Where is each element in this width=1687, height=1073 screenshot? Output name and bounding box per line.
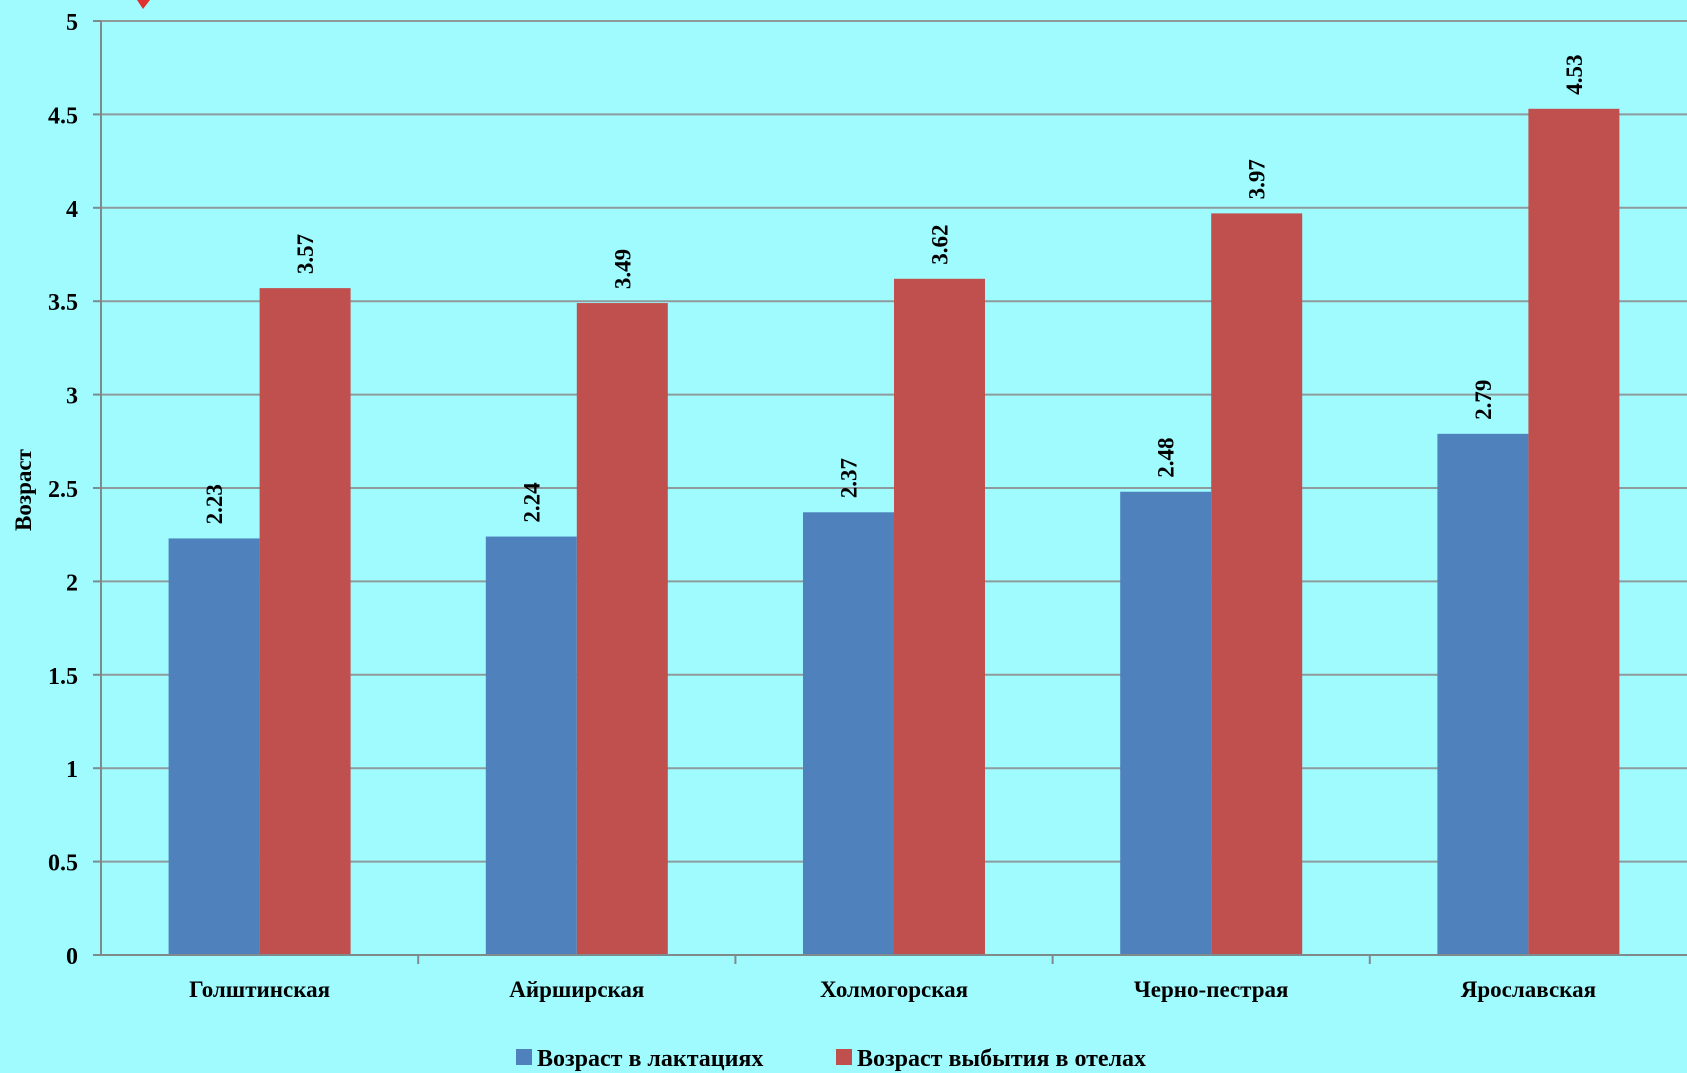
spacer xyxy=(93,0,101,955)
category-label: Голштинская xyxy=(189,977,330,1002)
data-label: 2.79 xyxy=(1471,380,1496,420)
bar xyxy=(1528,109,1619,955)
spacer xyxy=(93,0,101,955)
y-tick-label: 2 xyxy=(66,570,78,596)
data-label: 4.53 xyxy=(1562,55,1587,95)
bars xyxy=(169,109,1620,955)
data-label: 2.23 xyxy=(202,484,227,524)
spacer xyxy=(93,0,101,955)
y-tick-label: 2.5 xyxy=(48,477,78,503)
legend-label: Возраст в лактациях xyxy=(537,1046,763,1072)
category-labels: Голштинская Айрширская Холмогорская Черно-п… xyxy=(189,977,1596,1002)
data-label: 2.48 xyxy=(1154,437,1179,477)
legend-swatch xyxy=(516,1049,532,1065)
category-label: Ярославская xyxy=(1461,977,1596,1002)
bar xyxy=(260,288,351,955)
data-label: 3.57 xyxy=(293,234,318,274)
data-label: 3.49 xyxy=(610,249,635,289)
bar xyxy=(803,512,894,955)
arrow-marker-icon xyxy=(137,0,150,9)
category-label: Черно-пестрая xyxy=(1134,977,1289,1002)
bar xyxy=(486,537,577,955)
y-tick-label: 5 xyxy=(66,10,78,36)
category-label: Айрширская xyxy=(509,977,644,1002)
y-tick-label: 1 xyxy=(66,757,78,783)
y-tick-label: 0.5 xyxy=(48,851,78,877)
y-axis-label: Возраст xyxy=(11,448,36,531)
bar xyxy=(1120,492,1211,955)
data-label: 2.37 xyxy=(837,458,862,498)
data-label: 3.97 xyxy=(1245,159,1270,199)
y-tick-label: 3.5 xyxy=(48,290,78,316)
bar xyxy=(1211,213,1302,955)
legend-swatch xyxy=(836,1049,852,1065)
y-tick-labels: 0 0.5 1 1.5 2 2.5 3 3.5 4 4.5 5 xyxy=(48,10,78,970)
y-tick-label: 1.5 xyxy=(48,664,78,690)
data-label: 2.24 xyxy=(519,482,544,523)
y-tick-label: 3 xyxy=(66,384,78,410)
category-label: Холмогорская xyxy=(820,977,968,1002)
data-label: 3.62 xyxy=(928,225,953,265)
y-tick-label: 0 xyxy=(66,944,78,970)
spacer xyxy=(93,0,101,955)
spacer xyxy=(93,0,101,955)
legend-label: Возраст выбытия в отелах xyxy=(857,1046,1146,1072)
legend: Возраст в лактациях Возраст выбытия в оте… xyxy=(516,1046,1146,1072)
y-tick-label: 4 xyxy=(66,197,78,223)
bar xyxy=(1437,434,1528,955)
bar xyxy=(577,303,668,955)
y-tick-label: 4.5 xyxy=(48,103,78,129)
bar xyxy=(169,538,260,955)
bar xyxy=(894,279,985,955)
